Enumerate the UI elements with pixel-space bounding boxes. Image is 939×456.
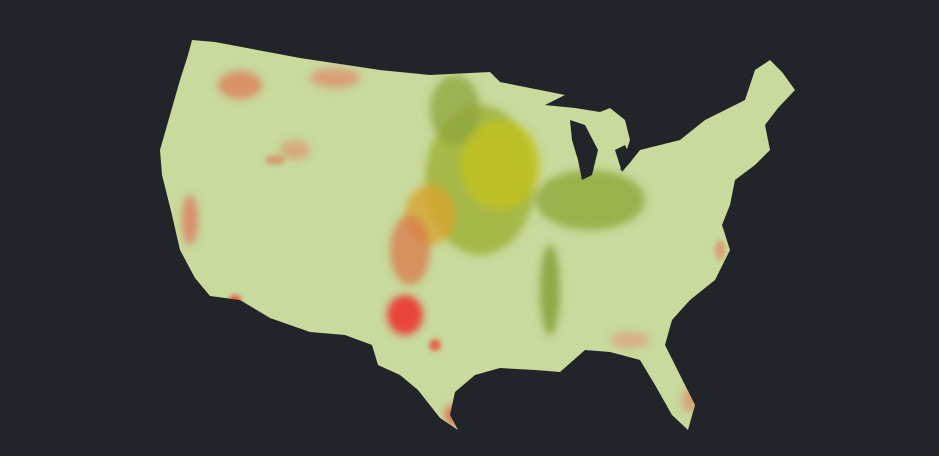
washington xyxy=(218,71,262,99)
lake-michigan xyxy=(570,120,598,180)
plains-south xyxy=(390,215,430,285)
dakotas xyxy=(430,75,480,145)
georgia xyxy=(610,332,650,348)
delta xyxy=(540,245,560,335)
patch xyxy=(265,155,285,165)
cornbelt-east xyxy=(535,170,645,230)
california xyxy=(182,195,198,245)
patch xyxy=(715,240,725,260)
patch xyxy=(429,339,441,351)
lake-huron xyxy=(615,145,632,172)
crop-patches xyxy=(182,68,698,425)
texas-west xyxy=(387,295,423,335)
cornbelt-core xyxy=(460,120,540,210)
idaho xyxy=(280,140,310,160)
montana xyxy=(310,68,360,88)
